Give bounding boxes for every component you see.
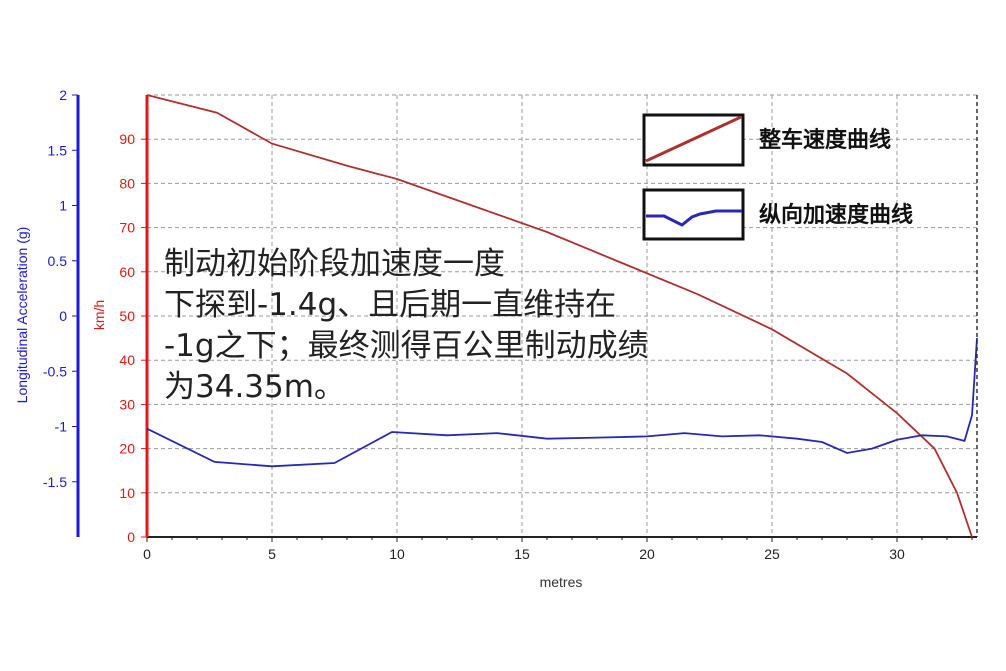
y-tick-label-speed: 60: [119, 264, 135, 280]
legend-label-speed: 整车速度曲线: [759, 127, 891, 153]
annotation-line-1: 制动初始阶段加速度一度: [164, 246, 505, 282]
y-tick-label-acceleration: 0.5: [48, 253, 68, 269]
annotation-line-2: 下探到-1.4g、且后期一直维持在: [164, 287, 616, 323]
grid: [147, 94, 977, 537]
y-axis-label-acceleration: Longitudinal Acceleration (g): [14, 227, 30, 404]
y-tick-label-acceleration: -1: [55, 419, 68, 435]
x-tick-label: 10: [389, 546, 405, 562]
x-axis: 0 5 10 15 20 25 30: [143, 536, 977, 562]
y-tick-label-speed: 20: [119, 441, 135, 457]
series-layer: [146, 94, 978, 538]
y-tick-label-acceleration: -1.5: [43, 474, 67, 490]
y-tick-label-acceleration: 2: [59, 87, 67, 103]
y-tick-label-acceleration: 1.5: [48, 142, 68, 158]
x-tick-label: 0: [143, 546, 151, 562]
x-tick-label: 20: [639, 546, 655, 562]
y-tick-label-speed: 50: [119, 308, 135, 324]
y-tick-label-speed: 80: [119, 175, 135, 191]
series-line-speed: [146, 94, 973, 538]
y-tick-label-speed: 90: [119, 131, 135, 147]
y-tick-label-acceleration: -0.5: [43, 363, 67, 379]
y-axis-speed: 90 80 70 60 50 40 30 20 10 0: [119, 95, 149, 545]
y-axis-label-speed: km/h: [91, 300, 107, 330]
legend-swatch-acceleration-line: [646, 209, 742, 227]
annotation-line-4: 为34.35m。: [164, 369, 345, 405]
y-tick-label-speed: 40: [119, 352, 135, 368]
y-tick-label-acceleration: 1: [59, 198, 67, 214]
y-axis-acceleration: 2 1.5 1 0.5 0 -0.5 -1 -1.5: [43, 87, 80, 537]
y-tick-label-speed: 70: [119, 220, 135, 236]
x-tick-label: 30: [889, 546, 905, 562]
x-tick-label: 15: [514, 546, 530, 562]
y-tick-label-acceleration: 0: [59, 308, 67, 324]
x-axis-label: metres: [540, 574, 583, 590]
y-tick-label-speed: 0: [127, 529, 135, 545]
annotation-line-3: -1g之下；最终测得百公里制动成绩: [164, 328, 649, 364]
annotation: 制动初始阶段加速度一度 下探到-1.4g、且后期一直维持在 -1g之下；最终测得…: [164, 246, 649, 405]
legend-swatch-speed-line: [645, 115, 742, 163]
series-line-acceleration: [146, 338, 978, 468]
x-tick-label: 25: [764, 546, 780, 562]
y-tick-label-speed: 10: [119, 485, 135, 501]
legend-label-acceleration: 纵向加速度曲线: [759, 202, 913, 228]
y-tick-label-speed: 30: [119, 396, 135, 412]
legend: 整车速度曲线 纵向加速度曲线: [642, 113, 913, 241]
x-tick-label: 5: [268, 546, 276, 562]
